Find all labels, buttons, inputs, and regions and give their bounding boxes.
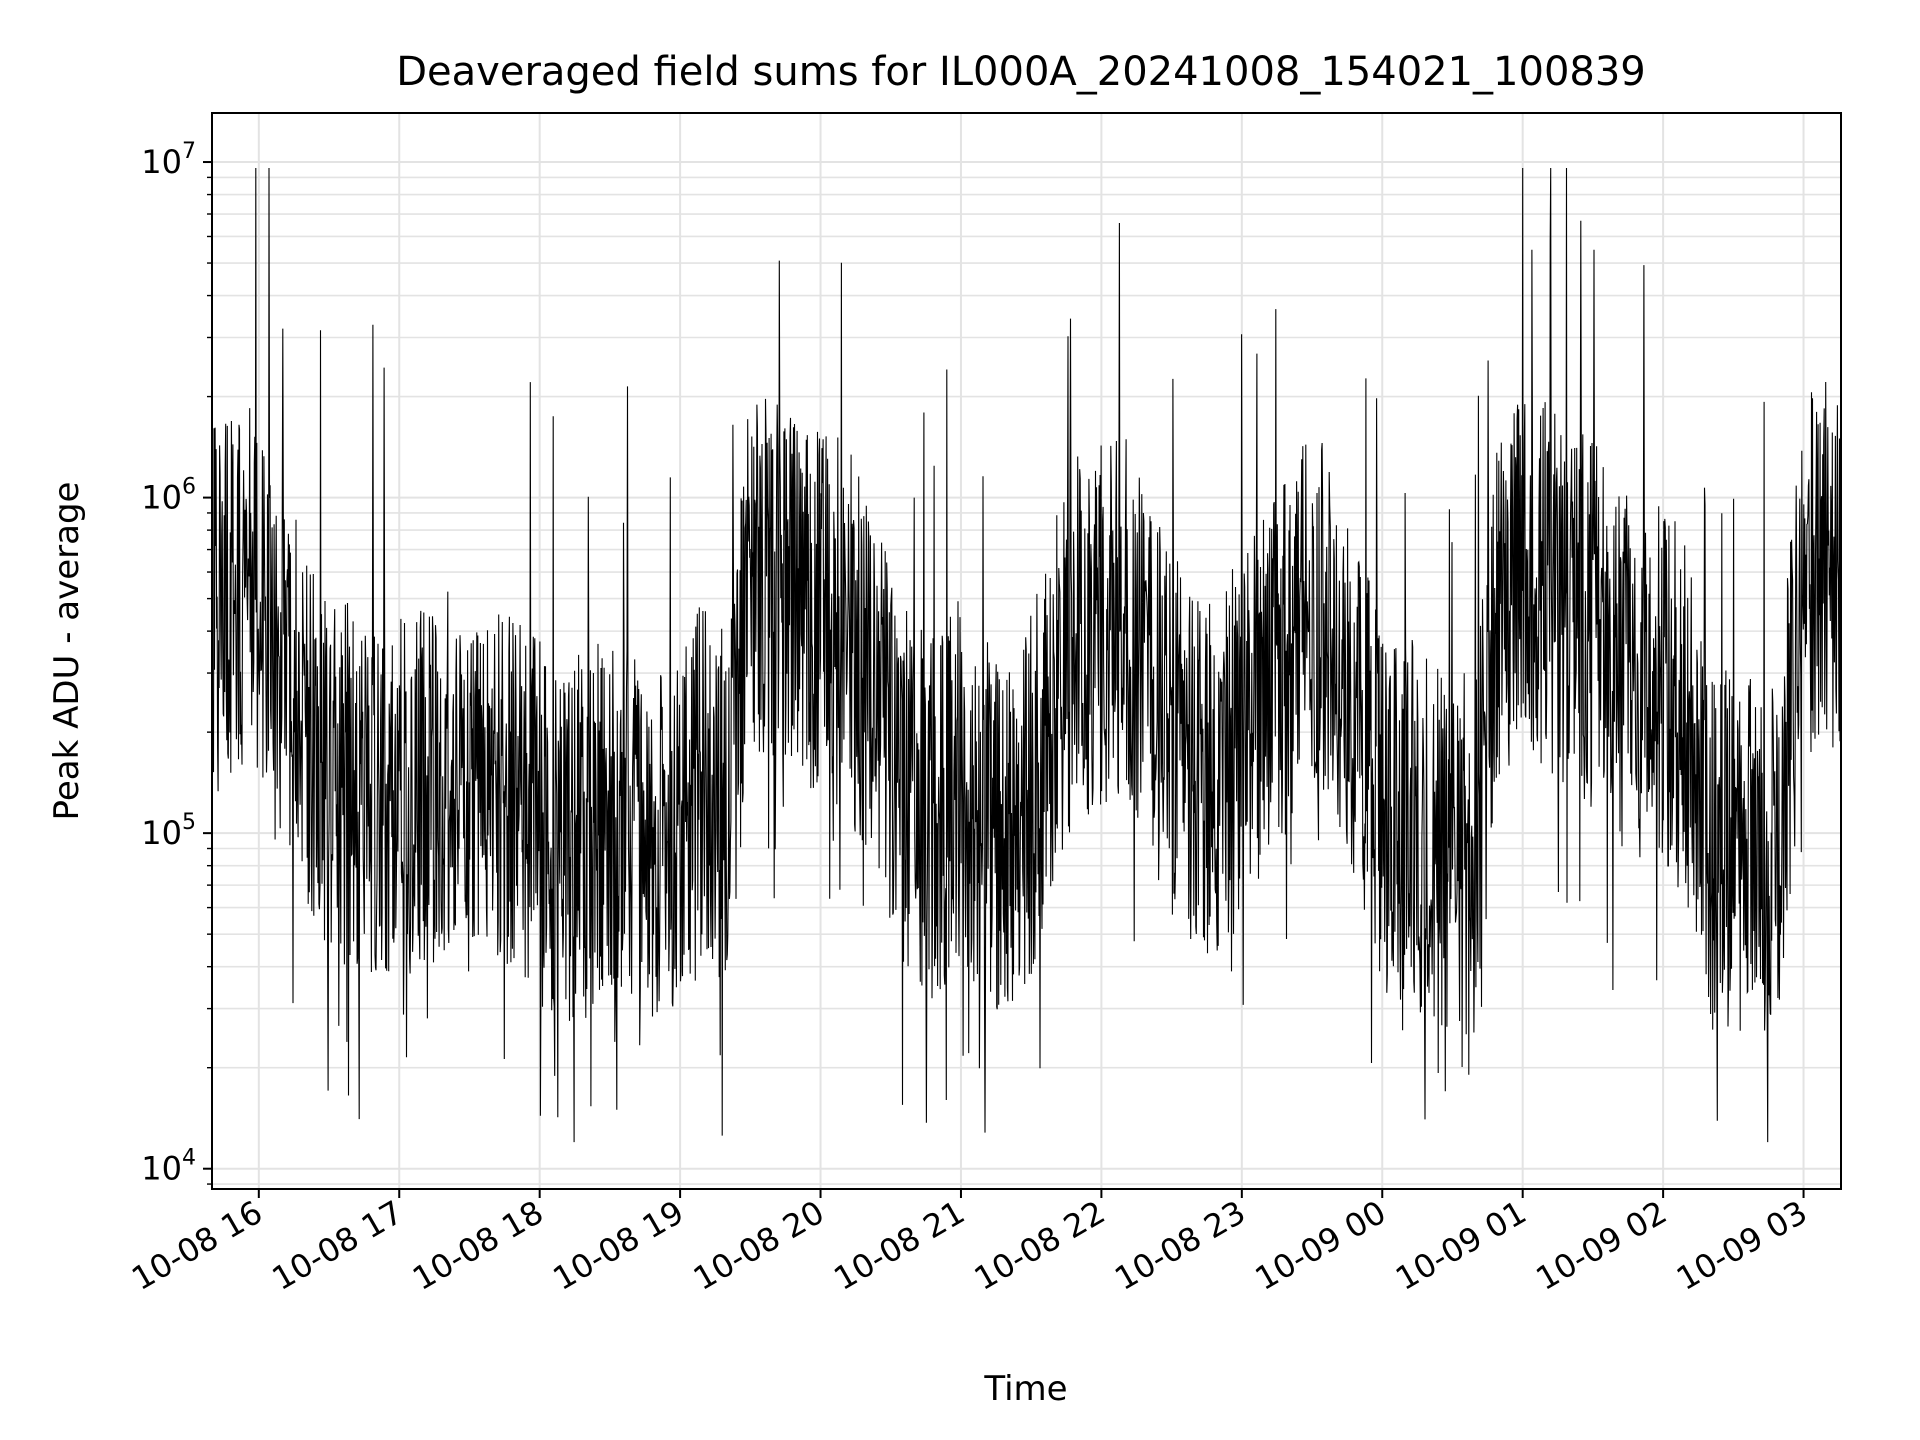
- x-tick-label: 10-08 20: [687, 1193, 831, 1298]
- x-tick-label: 10-08 22: [968, 1193, 1112, 1298]
- chart-title: Deaveraged field sums for IL000A_2024100…: [396, 49, 1646, 95]
- y-axis: 104 105 106 107: [141, 139, 212, 1188]
- y-axis-label: Peak ADU - average: [47, 482, 87, 821]
- plot-frame: [211, 112, 1842, 1190]
- x-tick-label: 10-08 19: [547, 1193, 691, 1298]
- x-axis-label: Time: [983, 1369, 1067, 1409]
- x-tick-label: 10-08 21: [827, 1193, 971, 1298]
- x-tick-label: 10-08 18: [406, 1193, 550, 1298]
- x-tick-label: 10-09 01: [1389, 1193, 1533, 1298]
- series-layer: [211, 167, 1842, 1143]
- x-tick-label: 10-09 02: [1530, 1193, 1674, 1298]
- y-tick-label: 106: [141, 475, 196, 517]
- x-tick-label: 10-08 23: [1108, 1193, 1252, 1298]
- y-tick-label: 107: [141, 139, 196, 181]
- y-tick-label: 104: [141, 1146, 196, 1188]
- series-line: [211, 167, 1842, 1143]
- y-tick-label: 105: [141, 810, 196, 852]
- x-tick-label: 10-08 17: [266, 1193, 410, 1298]
- x-tick-label: 10-08 16: [125, 1193, 269, 1298]
- x-tick-label: 10-09 00: [1249, 1193, 1393, 1298]
- x-tick-label: 10-09 03: [1670, 1193, 1814, 1298]
